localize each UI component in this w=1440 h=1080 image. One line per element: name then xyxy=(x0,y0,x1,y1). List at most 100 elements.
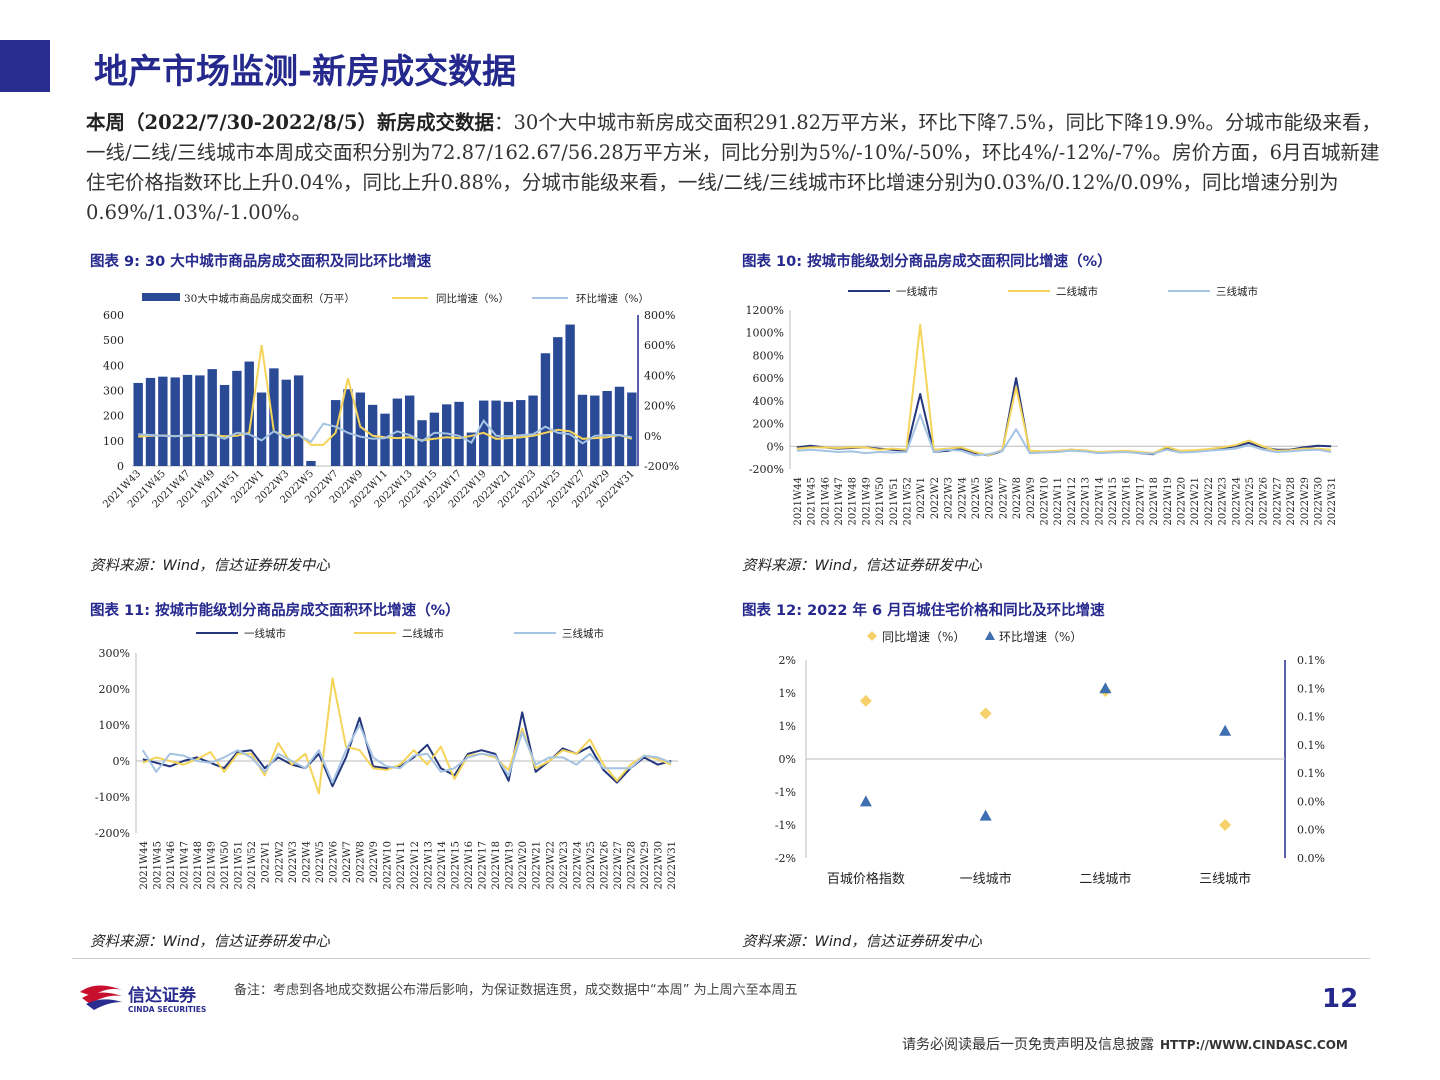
x-tick-label: 2022W4 xyxy=(301,841,312,883)
right-tick-label: 0.1% xyxy=(1297,654,1325,667)
summary-paragraph: 本周（2022/7/30-2022/8/5）新房成交数据：30个大中城市新房成交… xyxy=(86,108,1386,228)
x-tick-label: 2022W9 xyxy=(369,841,380,883)
mom-point xyxy=(1219,724,1232,736)
left-tick-label: 300 xyxy=(103,385,124,398)
summary-body: ：30个大中城市新房成交面积291.82万平方米，环比下降7.5%，同比下降19… xyxy=(86,111,1382,224)
chart9-source: 资料来源：Wind，信达证券研发中心 xyxy=(90,558,330,574)
disclaimer-text: 请务必阅读最后一页免责声明及信息披露 xyxy=(902,1037,1154,1053)
legend-label: 环比增速（%） xyxy=(576,292,649,305)
x-tick-label: 2021W51 xyxy=(234,841,245,889)
x-tick-label: 2021W44 xyxy=(139,841,150,889)
bar xyxy=(540,353,551,466)
x-tick-label: 2022W2 xyxy=(930,477,941,519)
bar xyxy=(145,377,156,466)
bar xyxy=(306,460,316,466)
x-tick-label: 2022W3 xyxy=(288,841,299,883)
chart11-source: 资料来源：Wind，信达证券研发中心 xyxy=(90,934,330,950)
legend-label: 同比增速（%） xyxy=(436,292,509,305)
x-tick-label: 2021W45 xyxy=(152,841,163,889)
x-tick-label: 2021W47 xyxy=(179,841,190,889)
summary-lead: 本周（2022/7/30-2022/8/5）新房成交数据 xyxy=(86,111,494,134)
x-tick-label: 2022W13 xyxy=(423,841,434,889)
x-tick-label: 2022W23 xyxy=(559,841,570,889)
chart10-svg: 一线城市 二线城市 三线城市 -200% 0% 200% 400% 600% 800% 1000%… xyxy=(746,285,1339,525)
right-tick-label: -200% xyxy=(644,460,679,473)
x-tick-label: 2022W2 xyxy=(274,841,285,883)
x-tick-label: 2022W13 xyxy=(1081,477,1092,525)
legend-label: 一线城市 xyxy=(896,285,938,298)
bar xyxy=(602,391,612,466)
bar xyxy=(417,420,427,466)
x-tick-label: 2022W19 xyxy=(1163,477,1174,525)
bar xyxy=(380,413,390,466)
legend-label: 一线城市 xyxy=(244,627,286,640)
x-tick-label: 2022W30 xyxy=(1313,477,1324,525)
right-tick-label: 0.1% xyxy=(1297,682,1325,695)
logo-cn-text: 信达证券 xyxy=(128,985,197,1006)
logo-en-text: CINDA SECURITIES xyxy=(128,1005,206,1014)
chart12-caption: 图表 12: 2022 年 6 月百城住宅价格和同比及环比增速 xyxy=(742,603,1105,619)
legend-label: 二线城市 xyxy=(402,627,444,640)
footer-divider xyxy=(72,958,1370,959)
x-tick-label: 2022W3 xyxy=(944,477,955,519)
x-tick-label: 2022W10 xyxy=(383,841,394,889)
x-tick-label: 2022W26 xyxy=(1259,477,1270,525)
x-tick-label: 2022W11 xyxy=(1053,477,1064,525)
x-tick-label: 2022W14 xyxy=(437,841,448,889)
x-tick-label: 2022W1 xyxy=(261,841,272,883)
right-tick-label: 0.1% xyxy=(1297,767,1325,780)
x-tick-label: 2022W27 xyxy=(613,841,624,889)
y-tick-label: 200% xyxy=(753,418,784,431)
x-tick-label: 2022W21 xyxy=(532,841,543,889)
x-tick-label: 2022W27 xyxy=(1272,477,1283,525)
y-tick-label: 300% xyxy=(99,647,130,660)
x-tick-label: 2022W17 xyxy=(1135,477,1146,525)
yoy-point xyxy=(859,694,872,707)
page-number: 12 xyxy=(1322,984,1359,1014)
legend-label: 三线城市 xyxy=(562,627,604,640)
yoy-point xyxy=(979,707,992,720)
bar xyxy=(503,401,514,466)
x-category-label: 二线城市 xyxy=(1079,871,1131,887)
bar xyxy=(269,368,279,466)
disclaimer: 请务必阅读最后一页免责声明及信息披露 HTTP://WWW.CINDASC.COM xyxy=(902,1034,1348,1054)
y-tick-label: 800% xyxy=(753,349,784,362)
bar xyxy=(244,361,254,466)
bar xyxy=(281,379,291,466)
chart11-caption: 图表 11: 按城市能级划分商品房成交面积环比增速（%） xyxy=(90,603,460,619)
left-tick-label: -2% xyxy=(775,852,796,865)
x-tick-label: 2021W44 xyxy=(793,477,804,525)
bar xyxy=(182,374,193,466)
mom-point xyxy=(1099,682,1112,694)
yoy-point xyxy=(1219,819,1232,831)
right-tick-label: 800% xyxy=(644,309,675,322)
left-tick-label: 1% xyxy=(779,720,796,733)
bar xyxy=(528,395,538,466)
bar xyxy=(516,400,526,466)
x-tick-label: 2022W25 xyxy=(1245,477,1256,525)
x-tick-label: 2022W6 xyxy=(328,841,339,883)
x-tick-label: 2022W7 xyxy=(998,477,1009,519)
x-tick-label: 2021W49 xyxy=(861,477,872,525)
bar xyxy=(158,376,168,466)
x-tick-label: 2022W9 xyxy=(1026,477,1037,519)
bar xyxy=(590,395,600,466)
x-tick-label: 2022W8 xyxy=(1012,477,1023,519)
x-tick-label: 2022W14 xyxy=(1094,477,1105,525)
footer-note: 备注：考虑到各地成交数据公布滞后影响，为保证数据连贯，成交数据中“本周” 为上周… xyxy=(234,983,798,998)
x-tick-label: 2021W52 xyxy=(902,477,913,525)
x-tick-label: 2022W17 xyxy=(478,841,489,889)
bar xyxy=(170,377,180,466)
left-tick-label: 1% xyxy=(779,687,796,700)
bar xyxy=(293,375,304,466)
x-tick-label: 2022W25 xyxy=(586,841,597,889)
left-tick-label: 600 xyxy=(103,309,124,322)
x-tick-label: 2022W6 xyxy=(985,477,996,519)
y-tick-label: 1000% xyxy=(746,327,784,340)
series-line xyxy=(796,413,1332,457)
x-tick-label: 2022W23 xyxy=(1218,477,1229,525)
right-tick-label: 600% xyxy=(644,339,675,352)
x-tick-label: 2021W49 xyxy=(207,841,218,889)
series-line xyxy=(796,323,1332,457)
title-accent-bar xyxy=(0,40,50,92)
